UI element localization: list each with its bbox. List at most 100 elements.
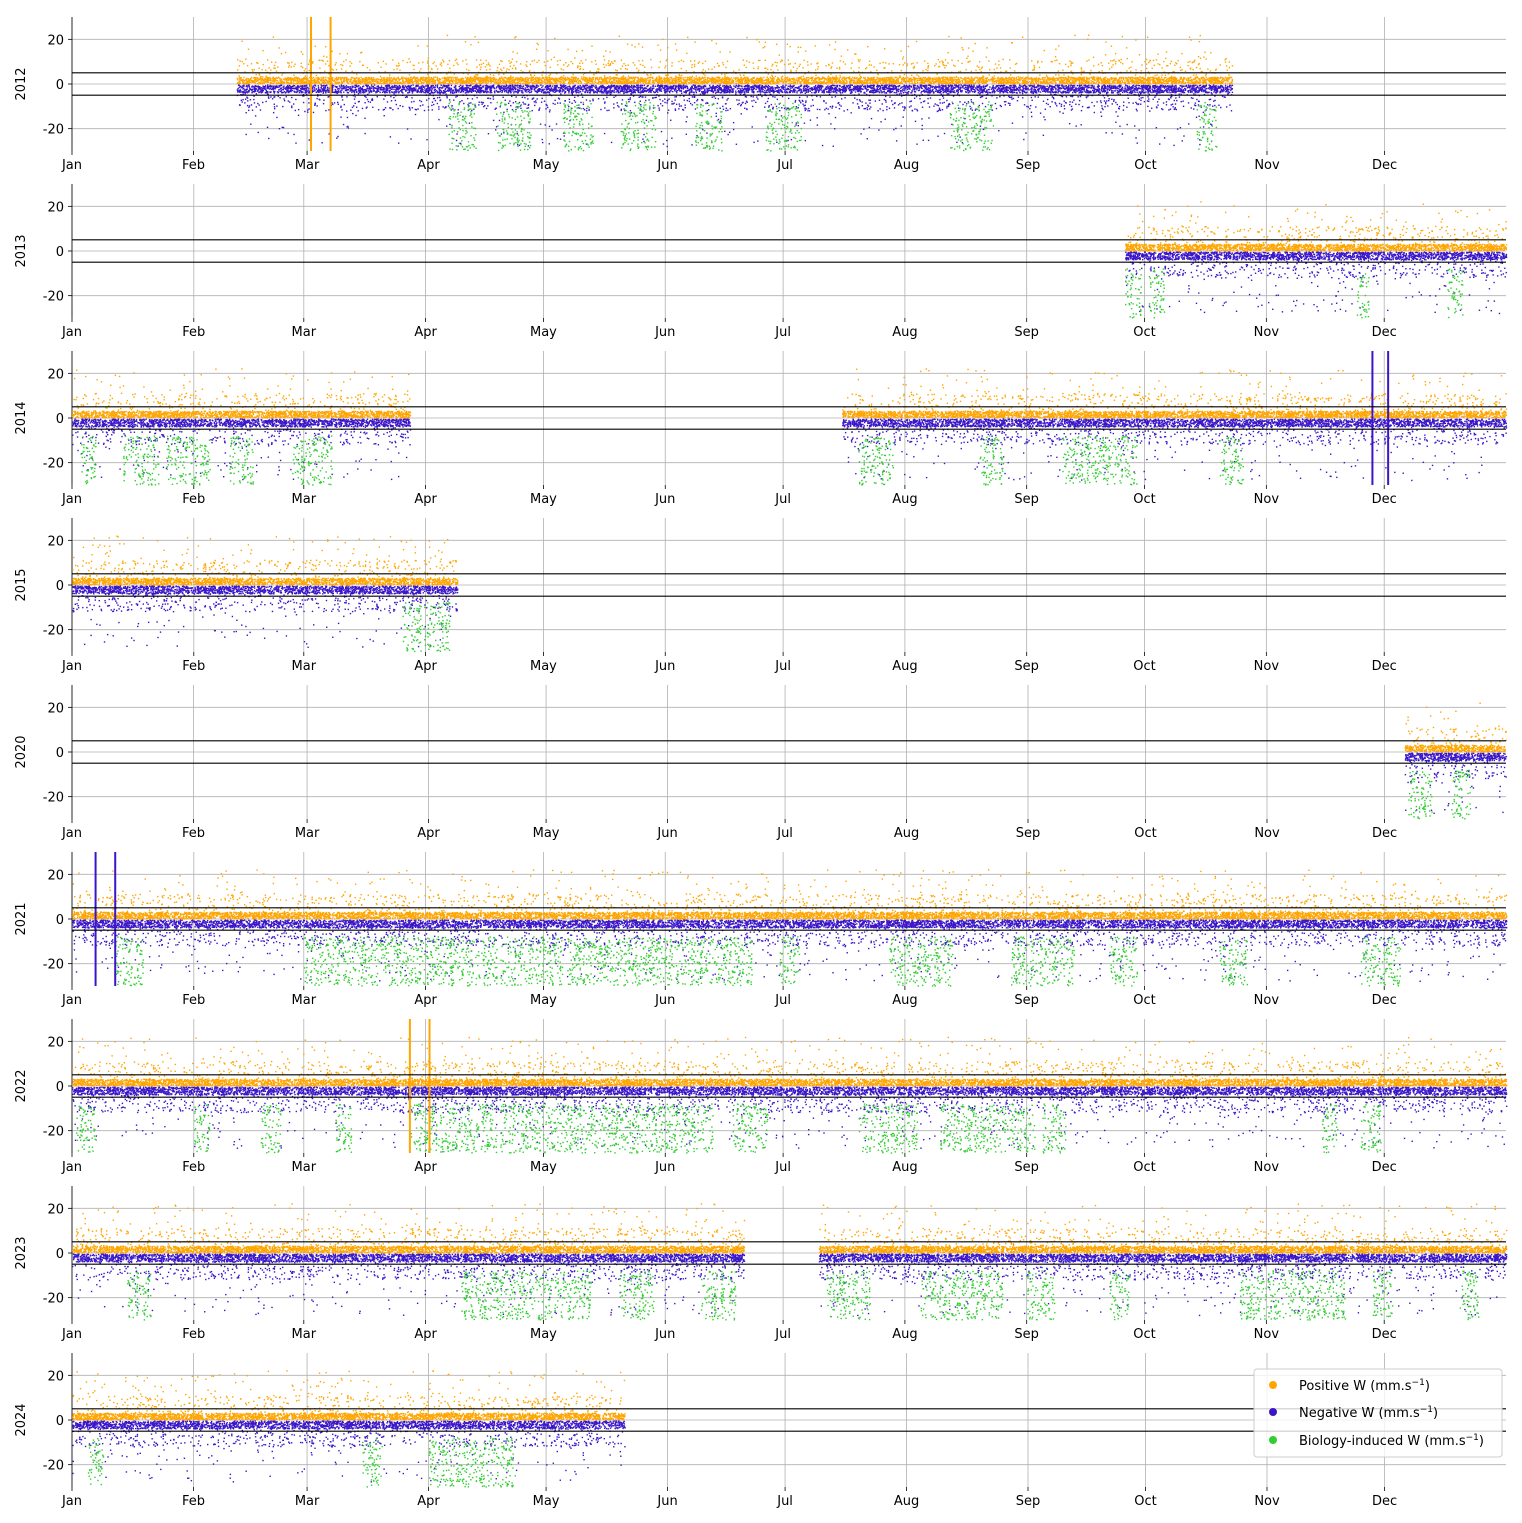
data-point [560, 83, 561, 84]
data-point [268, 98, 269, 99]
data-point [595, 60, 596, 61]
data-point [628, 101, 629, 102]
data-point [690, 81, 691, 82]
data-point [697, 99, 698, 100]
data-point [591, 85, 592, 86]
data-point [668, 110, 669, 111]
y-tick-label: -20 [43, 123, 64, 138]
data-point [617, 70, 618, 71]
data-point [410, 138, 411, 139]
data-point [753, 68, 754, 69]
data-point [959, 136, 960, 137]
data-point [379, 83, 380, 84]
x-tick-label: Jun [656, 158, 677, 173]
data-point [788, 83, 789, 84]
data-point [1135, 102, 1136, 103]
data-point [658, 67, 659, 68]
data-point [591, 61, 592, 62]
data-point [1193, 108, 1194, 109]
data-point [1218, 105, 1219, 106]
data-point [1011, 98, 1012, 99]
data-point [1135, 39, 1136, 40]
data-point [313, 112, 314, 113]
data-point [973, 91, 974, 92]
data-point [753, 100, 754, 101]
data-point [1198, 104, 1199, 105]
data-point [1054, 60, 1055, 61]
data-point [1022, 116, 1023, 117]
data-point [256, 79, 257, 80]
data-point [1139, 85, 1140, 86]
data-point [1212, 105, 1213, 106]
data-point [316, 75, 317, 76]
data-point [560, 139, 561, 140]
data-point [638, 43, 639, 44]
data-point [1170, 63, 1171, 64]
data-point [354, 92, 355, 93]
data-point [738, 99, 739, 100]
data-point [323, 100, 324, 101]
data-point [239, 60, 240, 61]
data-point [647, 80, 648, 81]
data-point [858, 67, 859, 68]
data-point [738, 88, 739, 89]
x-tick-label: Oct [1134, 158, 1156, 173]
data-point [658, 107, 659, 108]
data-point [576, 87, 577, 88]
data-point [1046, 103, 1047, 104]
data-point [346, 59, 347, 60]
data-point [420, 105, 421, 106]
data-point [1135, 69, 1136, 70]
data-point [1064, 105, 1065, 106]
data-point [986, 47, 987, 48]
data-point [301, 51, 302, 52]
data-point [378, 109, 379, 110]
data-point [563, 64, 564, 65]
data-point [441, 65, 442, 66]
data-point [323, 91, 324, 92]
data-point [479, 64, 480, 65]
data-point [960, 71, 961, 72]
data-point [858, 71, 859, 72]
y-tick-label: 20 [47, 33, 64, 48]
data-point [453, 99, 454, 100]
data-point [515, 101, 516, 102]
data-point [531, 110, 532, 111]
data-point [763, 47, 764, 48]
data-point [915, 87, 916, 88]
data-point [334, 102, 335, 103]
x-tick-label: Dec [1372, 158, 1397, 173]
data-point [535, 102, 536, 103]
data-point [397, 108, 398, 109]
data-point [1108, 98, 1109, 99]
data-point [610, 63, 611, 64]
data-point [960, 90, 961, 91]
data-point [256, 93, 257, 94]
data-point [355, 115, 356, 116]
data-point [661, 131, 662, 132]
data-point [1108, 88, 1109, 89]
data-point [498, 74, 499, 75]
data-point [634, 102, 635, 103]
data-point [615, 69, 616, 70]
data-point [957, 93, 958, 94]
data-point [671, 101, 672, 102]
data-point [642, 46, 643, 47]
data-point [1177, 128, 1178, 129]
data-point [338, 77, 339, 78]
data-point [1090, 80, 1091, 81]
data-point [1112, 90, 1113, 91]
data-point [876, 86, 877, 87]
data-point [528, 145, 529, 146]
data-point [466, 63, 467, 64]
data-point [435, 100, 436, 101]
data-point [807, 96, 808, 97]
data-point [1113, 101, 1114, 102]
data-point [1009, 105, 1010, 106]
data-point [479, 102, 480, 103]
data-point [904, 74, 905, 75]
data-point [764, 46, 765, 47]
data-point [1200, 58, 1201, 59]
data-point [929, 92, 930, 93]
data-point [245, 112, 246, 113]
